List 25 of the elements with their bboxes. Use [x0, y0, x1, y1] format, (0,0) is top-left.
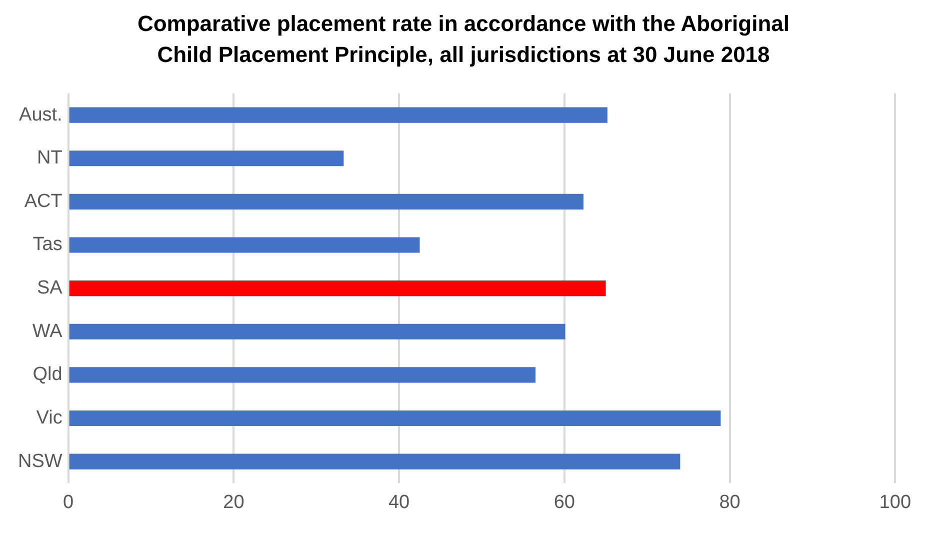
x-tick-label: 20 [223, 492, 244, 513]
bar [69, 280, 606, 296]
x-tick-label: 60 [554, 492, 575, 513]
bar [69, 194, 584, 210]
y-tick-label: Qld [32, 364, 62, 386]
y-tick-label: NT [37, 148, 63, 169]
bar [69, 237, 420, 253]
x-tick-label: 40 [388, 492, 410, 513]
bar [69, 150, 344, 166]
y-tick-label: Tas [32, 234, 62, 256]
x-tick-label: 0 [63, 492, 74, 513]
y-tick-label: NSW [18, 450, 62, 472]
bar [69, 107, 608, 123]
x-tick-label: 80 [719, 492, 740, 513]
bar [69, 367, 536, 383]
y-tick-label: SA [36, 278, 63, 299]
y-tick-label: WA [32, 320, 63, 342]
chart-title: Comparative placement rate in accordance with the Aboriginal Child Placement Principle, all jurisdictions at 30 June 2018 [136, 10, 791, 69]
y-tick-label: Vic [36, 407, 62, 428]
bar [69, 410, 721, 426]
y-tick-label: ACT [24, 190, 63, 212]
y-tick-label: Aust. [19, 104, 62, 126]
x-tick-label: 100 [879, 492, 911, 513]
bar [69, 324, 566, 340]
bar [69, 454, 680, 470]
